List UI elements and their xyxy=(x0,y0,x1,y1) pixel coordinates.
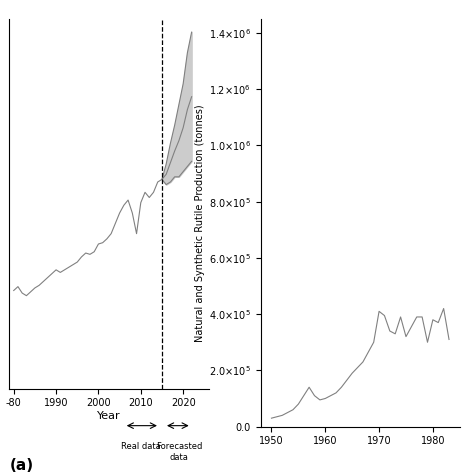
Text: Forecasted
data: Forecasted data xyxy=(156,442,202,462)
X-axis label: Year: Year xyxy=(97,411,121,421)
Y-axis label: Natural and Synthetic Rutile Production (tonnes): Natural and Synthetic Rutile Production … xyxy=(195,104,205,342)
Text: Real data: Real data xyxy=(121,442,161,451)
Text: (a): (a) xyxy=(9,458,34,473)
